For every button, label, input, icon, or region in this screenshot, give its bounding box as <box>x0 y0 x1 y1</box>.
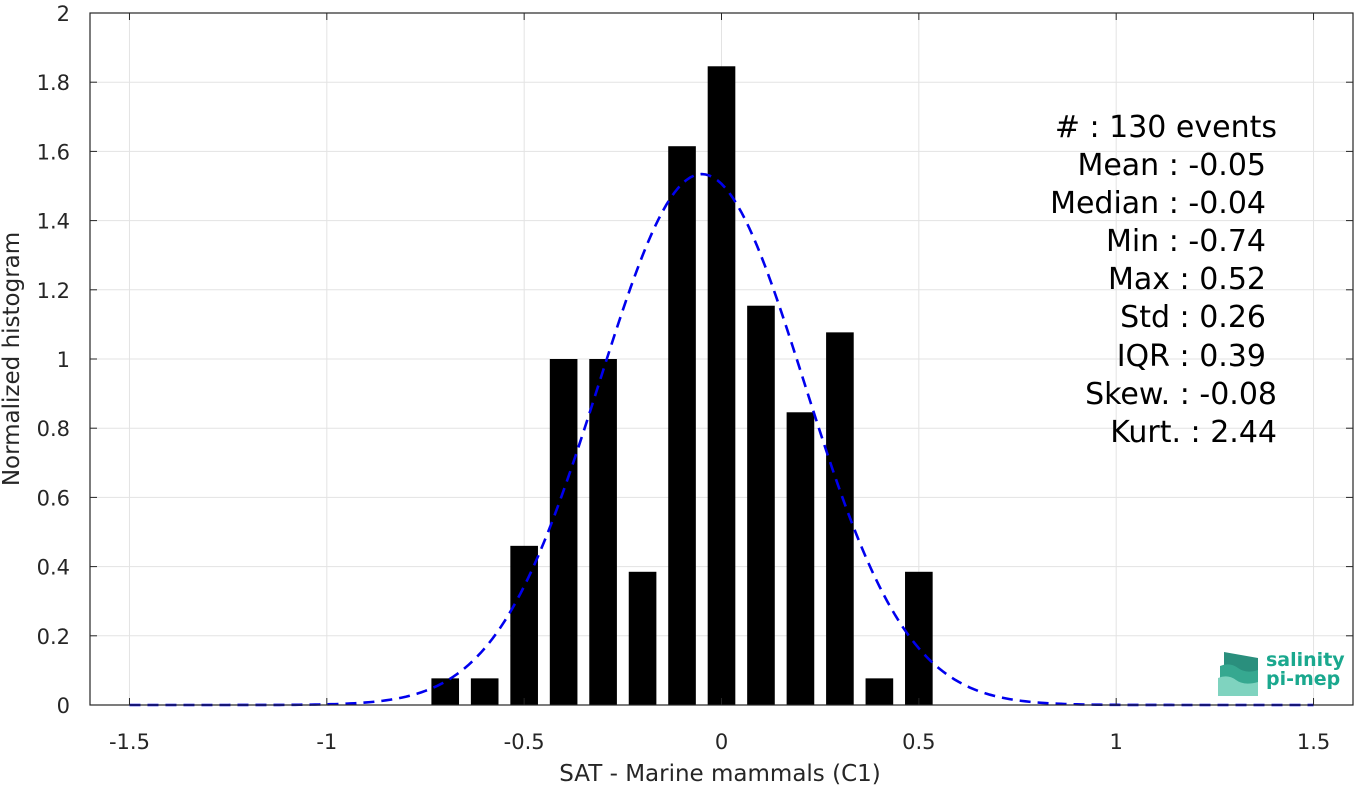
x-tick-label: 1 <box>1110 730 1123 754</box>
histogram-bar <box>589 359 617 705</box>
logo-text-salinity: salinity <box>1266 649 1345 671</box>
x-tick-label: -0.5 <box>504 730 545 754</box>
y-tick-label: 1.4 <box>37 210 70 234</box>
histogram-bar <box>431 678 460 705</box>
stat-std: Std : 0.26 <box>1120 300 1266 335</box>
stat-skew: Skew. : -0.08 <box>1085 377 1277 412</box>
histogram-bar <box>865 678 894 705</box>
histogram-bar <box>510 545 538 705</box>
histogram-bar <box>549 359 578 705</box>
y-tick-label: 0.8 <box>37 417 70 441</box>
y-tick-label: 0.4 <box>37 556 70 580</box>
x-tick-label: -1.5 <box>109 730 150 754</box>
histogram-bar <box>786 412 815 705</box>
stat-median: Median : -0.04 <box>1050 186 1266 221</box>
y-tick-label: 2 <box>57 2 70 26</box>
x-tick-label: -1 <box>316 730 337 754</box>
stat-mean: Mean : -0.05 <box>1077 148 1266 183</box>
y-tick-label: 1.2 <box>37 279 70 303</box>
y-tick-label: 0 <box>57 694 70 718</box>
stat-iqr: IQR : 0.39 <box>1117 339 1266 374</box>
histogram-bar <box>470 678 499 705</box>
wave-logo-icon <box>1218 652 1258 696</box>
x-tick-label: 0 <box>715 730 728 754</box>
histogram-bar <box>668 146 696 705</box>
x-axis-ticks: -1.5 -1 -0.5 0 0.5 1 1.5 <box>109 13 1330 754</box>
histogram-bar <box>747 305 775 705</box>
x-tick-label: 1.5 <box>1297 730 1330 754</box>
stat-count: # : 130 events <box>1055 110 1277 145</box>
y-axis-ticks: 0 0.2 0.4 0.6 0.8 1 1.2 1.4 1.6 1.8 2 <box>37 2 1353 718</box>
stat-max: Max : 0.52 <box>1108 262 1266 297</box>
y-tick-label: 1.8 <box>37 71 70 95</box>
histogram-bars <box>431 66 933 705</box>
statistics-annotation: # : 130 events Mean : -0.05 Median : -0.… <box>1050 110 1277 450</box>
x-tick-label: 0.5 <box>902 730 935 754</box>
histogram-bar <box>905 571 933 705</box>
histogram-bar <box>707 66 736 705</box>
y-tick-label: 1.6 <box>37 140 70 164</box>
stat-kurt: Kurt. : 2.44 <box>1110 415 1277 450</box>
y-tick-label: 0.2 <box>37 625 70 649</box>
salinity-pi-mep-logo: salinity pi-mep <box>1218 646 1348 696</box>
x-axis-label: SAT - Marine mammals (C1) <box>559 761 881 785</box>
stat-min: Min : -0.74 <box>1106 224 1266 259</box>
histogram-bar <box>628 571 657 705</box>
y-axis-label: Normalized histogram <box>0 232 25 486</box>
logo-text-pi-mep: pi-mep <box>1266 668 1341 690</box>
y-tick-label: 1 <box>57 348 70 372</box>
y-tick-label: 0.6 <box>37 486 70 510</box>
